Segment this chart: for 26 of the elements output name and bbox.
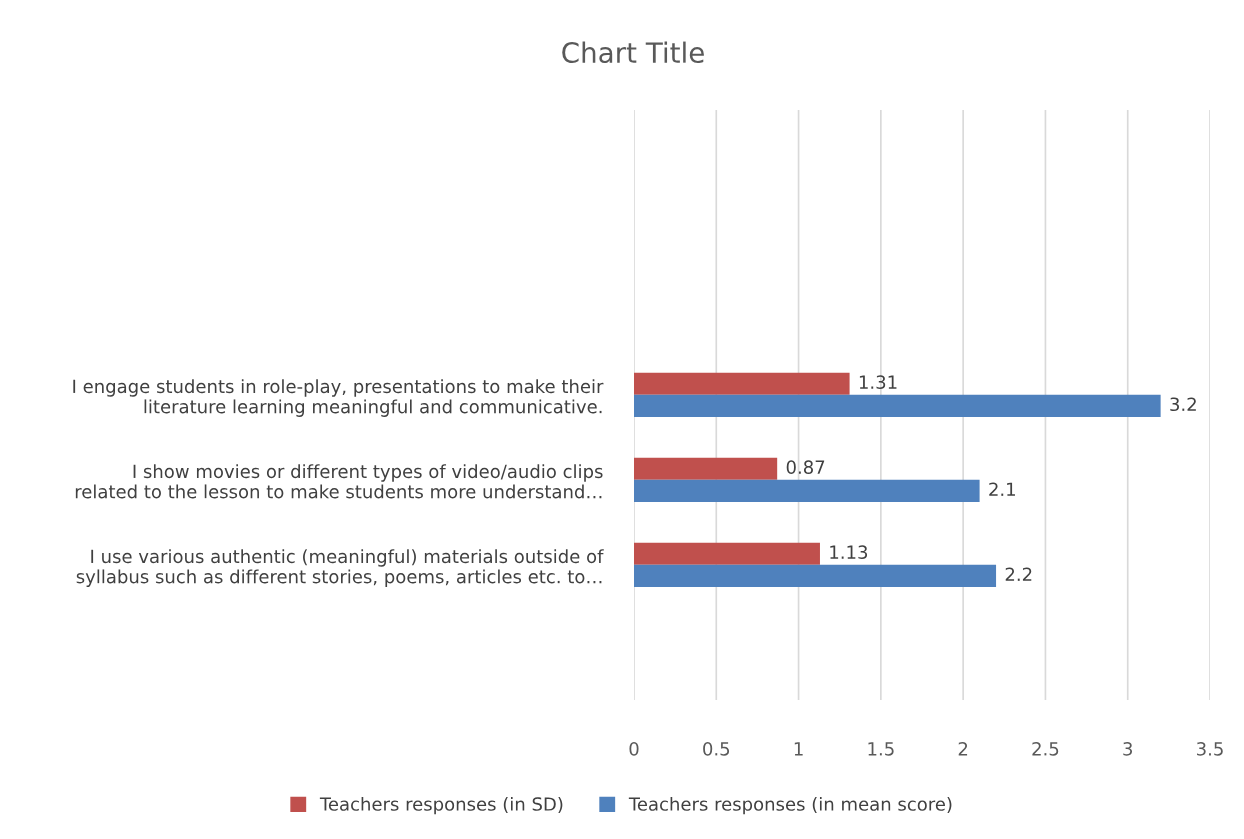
y-tick-label: I engage students in role-play, presentations to make their literature learning meaningful and communicative. — [73, 379, 604, 417]
bar — [634, 479, 980, 502]
x-tick-label: 1.5 — [868, 742, 894, 756]
x-tick-label: 3.5 — [1197, 741, 1223, 756]
data-label: 2.1 — [989, 482, 1015, 496]
data-label: 1.31 — [859, 375, 897, 389]
y-tick-label: I show movies or different types of video/audio clips related to the lesson to make students more understand… — [75, 464, 603, 499]
x-tick-label: 0 — [629, 741, 639, 756]
x-tick-label: 1 — [794, 742, 803, 756]
data-label: 3.2 — [1170, 397, 1196, 412]
bar — [634, 372, 850, 395]
x-tick-label: 2 — [958, 741, 968, 756]
bar — [634, 394, 1161, 417]
bar — [634, 542, 820, 565]
x-tick-label: 2.5 — [1032, 741, 1059, 756]
x-tick-label: 0.5 — [703, 741, 730, 756]
chart-title: Chart Title — [562, 41, 704, 64]
y-tick-label: I use various authentic (meaningful) materials outside of syllabus such as different stories, poems, articles etc. to… — [76, 549, 604, 587]
data-label: 1.13 — [830, 545, 868, 560]
data-label: 0.87 — [786, 460, 825, 474]
x-tick-label: 3 — [1123, 741, 1133, 756]
data-label: 2.2 — [1005, 567, 1032, 581]
bar — [634, 457, 778, 480]
legend-label: Teachers responses (in SD) — [319, 796, 563, 815]
legend-label: Teachers responses (in mean score) — [628, 796, 952, 815]
bar — [634, 564, 997, 587]
